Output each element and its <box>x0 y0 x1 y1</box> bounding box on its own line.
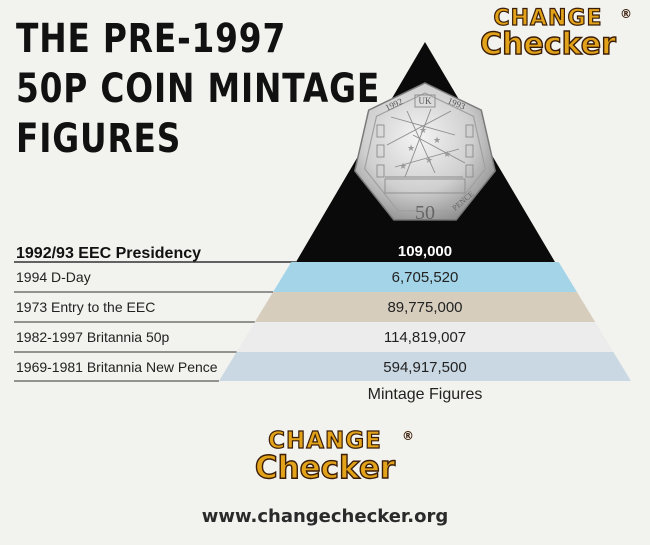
svg-text:★: ★ <box>443 149 451 159</box>
change-checker-logo-top: CHANGE Checker ® <box>479 6 632 62</box>
svg-text:★: ★ <box>399 161 407 171</box>
bar-value-1: 6,705,520 <box>392 269 459 286</box>
bar-value-4: 594,917,500 <box>383 359 466 376</box>
bar-4 <box>219 352 631 381</box>
bar-3 <box>236 322 614 352</box>
bar-label-0: 1992/93 EEC Presidency <box>16 245 201 262</box>
svg-text:★: ★ <box>425 155 433 165</box>
website-url: www.changechecker.org <box>201 506 449 527</box>
bar-label-1: 1994 D-Day <box>16 269 91 285</box>
x-axis-label: Mintage Figures <box>367 386 483 403</box>
svg-text:★: ★ <box>407 143 415 153</box>
coin-image: ★ ★ ★ ★ ★ ★ 1992 1993 UK 50 PENCE <box>353 82 497 224</box>
bar-value-0: 109,000 <box>398 243 452 260</box>
coin-value: 50 <box>415 202 435 224</box>
svg-text:★: ★ <box>433 135 441 145</box>
change-checker-logo-bottom: CHANGE Checker ® <box>254 428 414 486</box>
svg-text:★: ★ <box>419 125 427 135</box>
bar-label-2: 1973 Entry to the EEC <box>16 299 155 315</box>
bar-label-4: 1969-1981 Britannia New Pence <box>16 359 218 375</box>
bar-value-2: 89,775,000 <box>387 299 462 316</box>
title-line-1: THE PRE-1997 <box>16 16 287 62</box>
bar-1 <box>273 262 577 292</box>
bar-value-3: 114,819,007 <box>384 329 466 346</box>
bar-label-3: 1982-1997 Britannia 50p <box>16 329 170 345</box>
bar-2 <box>254 292 596 322</box>
coin-monogram: UK <box>419 96 432 106</box>
title-line-3: FIGURES <box>16 116 182 162</box>
